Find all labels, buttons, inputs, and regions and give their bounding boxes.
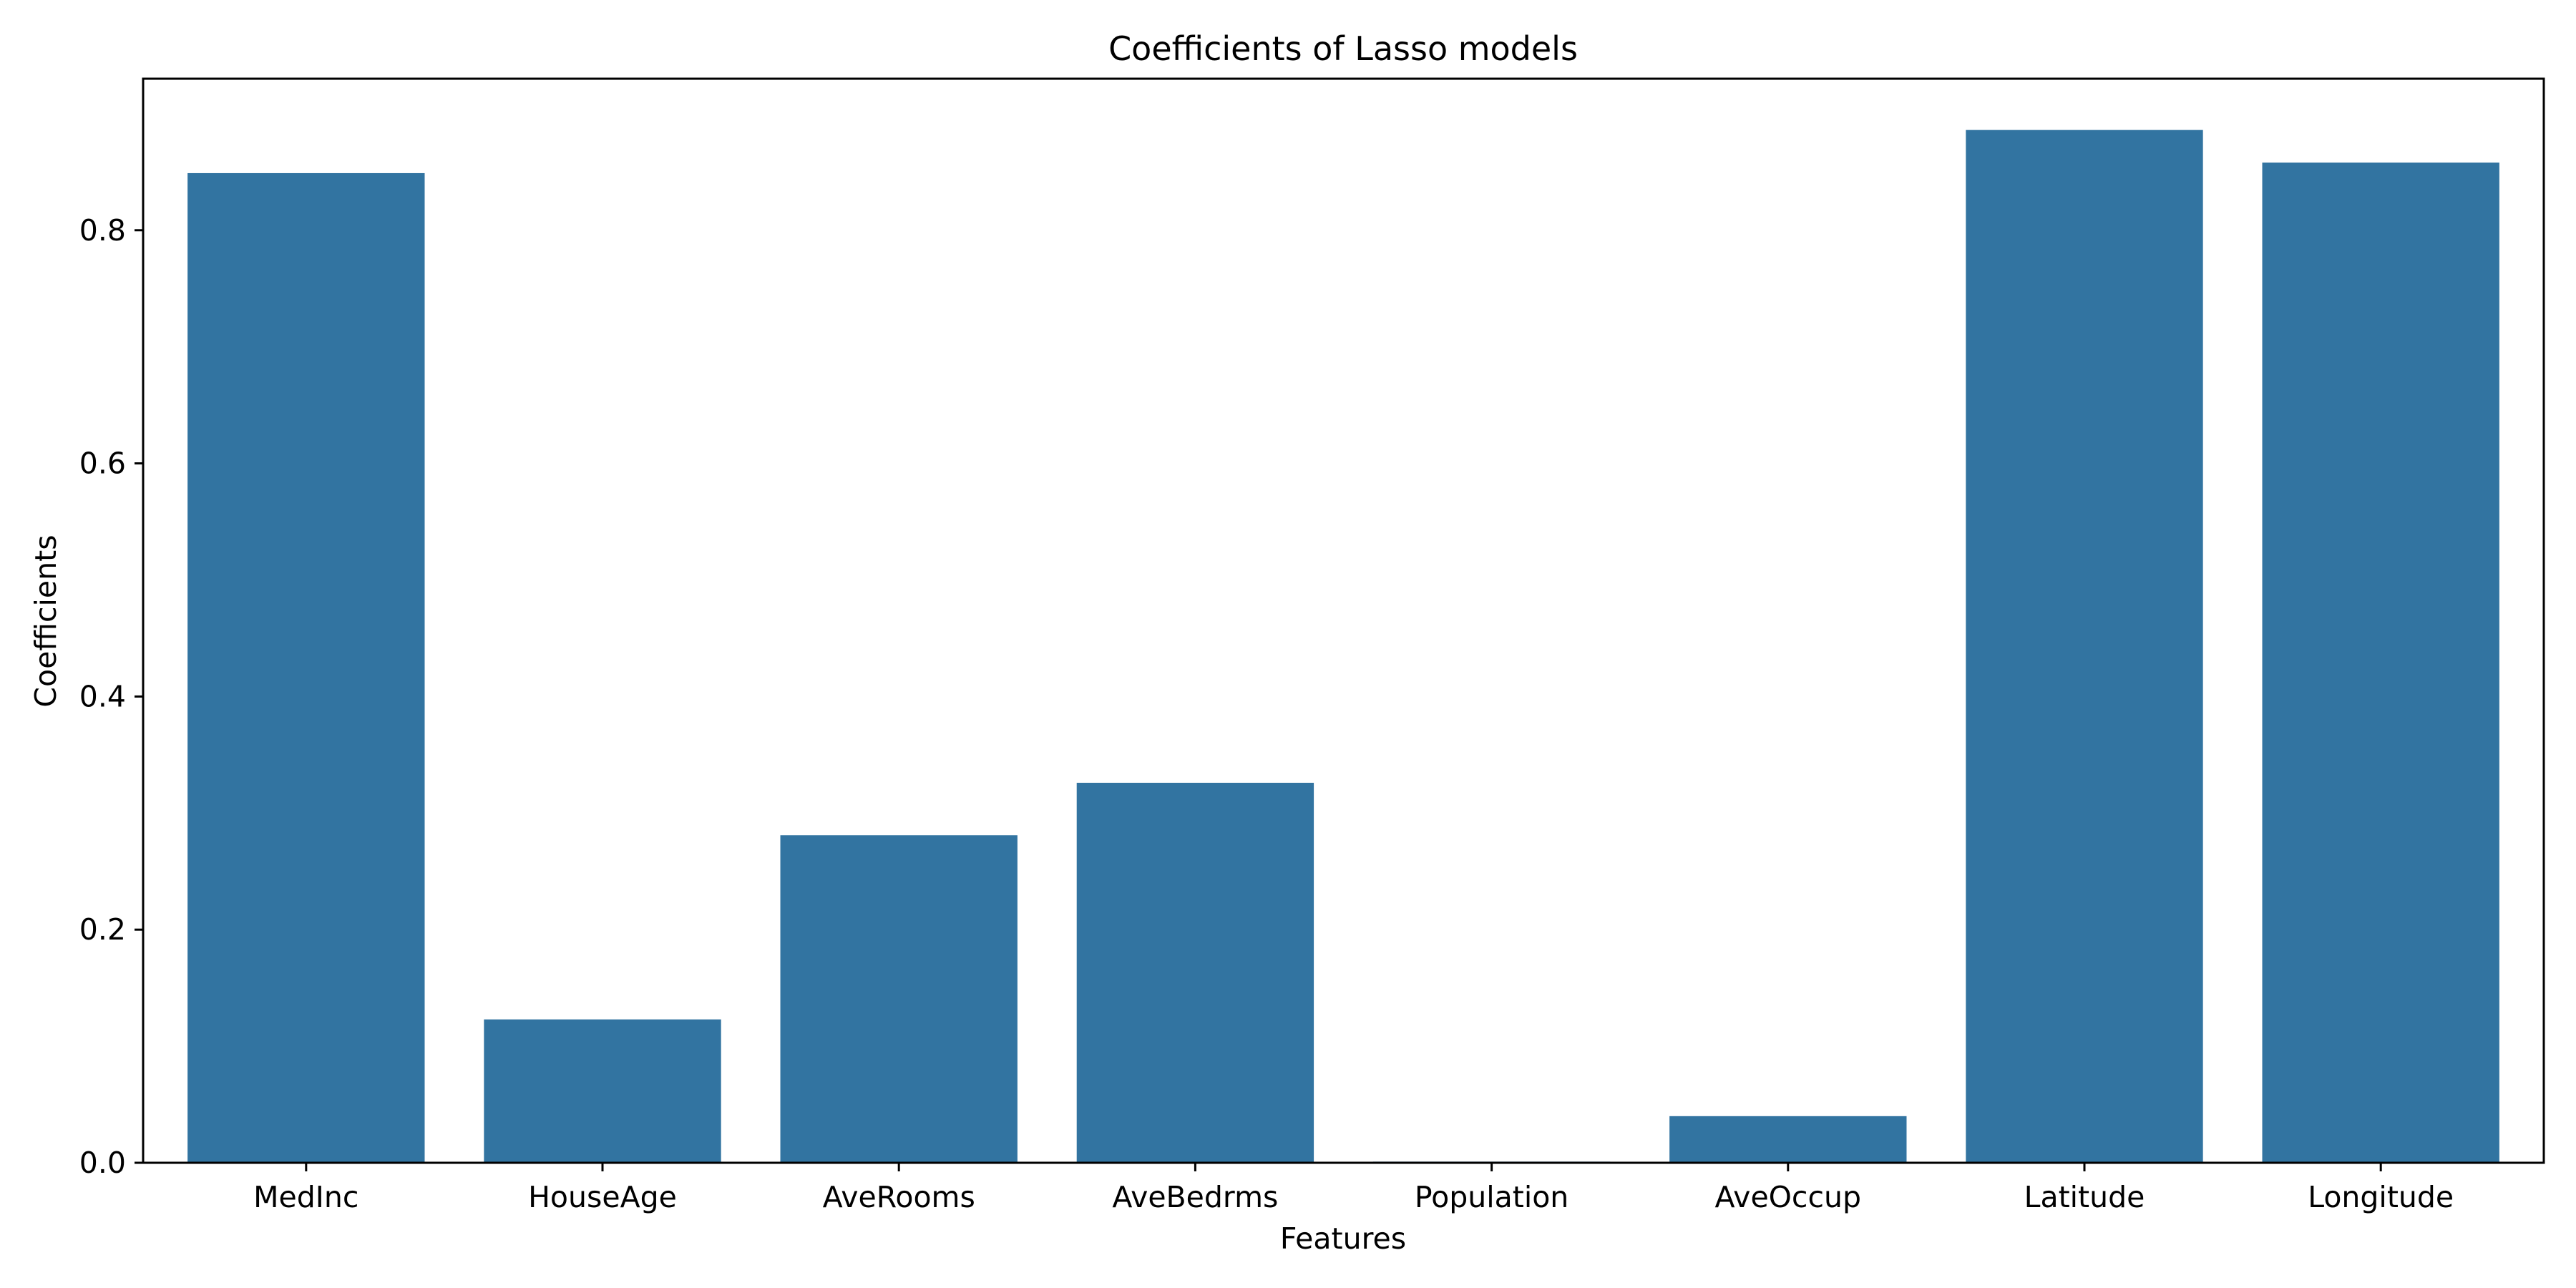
x-tick-label-averooms: AveRooms [823, 1180, 975, 1214]
x-axis-label: Features [1280, 1221, 1406, 1256]
axes-frame [142, 77, 2545, 1164]
x-tick-label-medinc: MedInc [253, 1180, 358, 1214]
bar-avebedrms [1076, 782, 1314, 1163]
x-tick-label-latitude: Latitude [2024, 1180, 2145, 1214]
x-tick-label-houseage: HouseAge [528, 1180, 677, 1214]
y-axis-label: Coefficients [29, 535, 63, 707]
y-tick-label-4: 0.8 [79, 213, 126, 248]
bar-averooms [780, 835, 1018, 1163]
y-tick-label-3: 0.6 [79, 447, 126, 481]
x-tick-label-population: Population [1415, 1180, 1568, 1214]
bar-latitude [1966, 130, 2203, 1163]
chart-title: Coefficients of Lasso models [1108, 29, 1578, 68]
y-axis-ticks: 0.0 0.2 0.4 0.6 0.8 [79, 213, 143, 1180]
x-axis-ticks: MedInc HouseAge AveRooms AveBedrms Populatio… [253, 1163, 2454, 1214]
bar-longitude [2262, 162, 2499, 1163]
y-tick-label-0: 0.0 [79, 1146, 126, 1180]
x-tick-label-aveoccup: AveOccup [1715, 1180, 1862, 1214]
y-tick-label-1: 0.2 [79, 912, 126, 947]
x-tick-label-avebedrms: AveBedrms [1112, 1180, 1278, 1214]
bar-medinc [187, 172, 425, 1163]
bar-houseage [484, 1019, 721, 1163]
x-tick-label-longitude: Longitude [2308, 1180, 2454, 1214]
bar-aveoccup [1669, 1116, 1907, 1163]
bars-group [187, 130, 2499, 1163]
y-tick-label-2: 0.4 [79, 679, 126, 713]
